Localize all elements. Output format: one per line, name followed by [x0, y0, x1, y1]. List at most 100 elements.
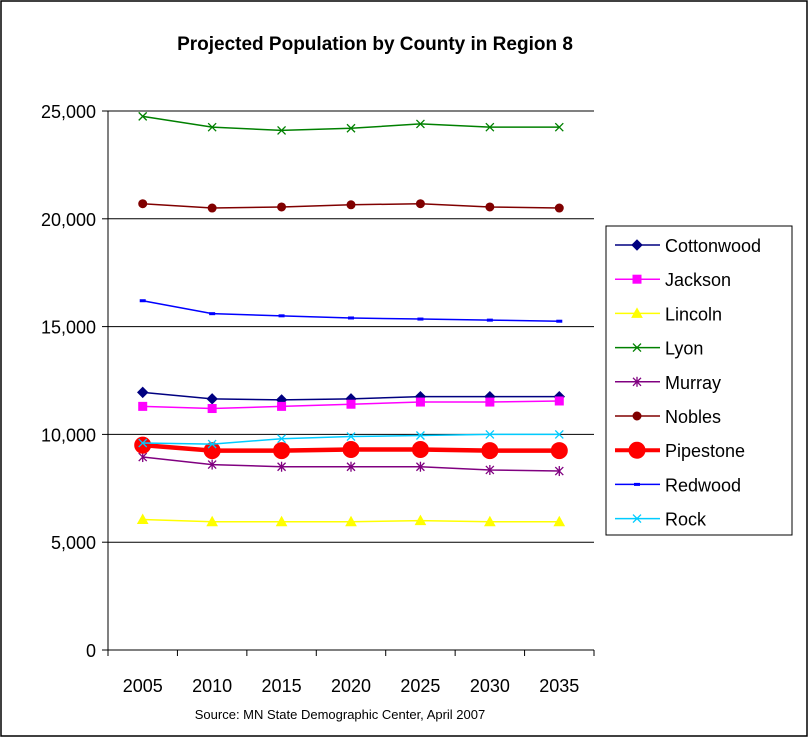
marker-stroke: [207, 439, 217, 449]
chart-title: Projected Population by County in Region…: [177, 34, 573, 55]
x-tick-label: 2025: [400, 676, 440, 696]
legend-marker: [631, 239, 643, 251]
data-point: [342, 440, 360, 458]
legend-label: Nobles: [665, 407, 721, 427]
data-point: [206, 515, 218, 527]
data-point: [485, 122, 495, 132]
data-point: [415, 461, 425, 472]
data-point: [139, 299, 146, 303]
data-point: [138, 452, 148, 463]
x-tick-label: 2010: [192, 676, 232, 696]
data-point: [348, 316, 354, 320]
data-point: [554, 122, 564, 132]
data-point: [138, 111, 148, 121]
marker-stroke: [138, 111, 148, 121]
plot-area: 0 5,000 10,000 15,000 20,000 25,000 2005 2010 20…: [41, 102, 595, 696]
legend-marker: [632, 343, 642, 353]
legend-marker: [634, 482, 640, 486]
marker-stroke: [207, 122, 217, 132]
data-point: [415, 119, 425, 129]
data-point: [277, 434, 287, 444]
data-point: [485, 397, 495, 407]
legend-label: Murray: [665, 373, 721, 393]
data-point: [134, 436, 152, 454]
marker-stroke: [138, 438, 148, 448]
series-lyon: [138, 111, 564, 135]
data-point: [273, 442, 291, 460]
data-point: [346, 399, 356, 409]
data-point: [553, 515, 566, 527]
data-point: [346, 461, 356, 472]
x-tick-label: 2015: [262, 676, 302, 696]
data-point: [203, 442, 221, 460]
series-jackson: [138, 396, 564, 414]
legend-entry-murray: Murray: [615, 373, 721, 393]
data-point: [481, 442, 499, 460]
data-point: [277, 202, 287, 212]
data-point: [138, 438, 148, 448]
series-rock: [138, 429, 564, 449]
legend-entry-pipestone: Pipestone: [615, 441, 745, 461]
data-point: [275, 515, 288, 527]
legend: Cottonwood Jackson Lincoln Lyon Murray Nobles…: [605, 225, 793, 536]
legend-marker: [632, 411, 642, 421]
data-point: [138, 401, 148, 411]
x-tick-label: 2030: [470, 676, 510, 696]
marker-stroke: [632, 514, 642, 524]
legend-label: Pipestone: [665, 441, 745, 461]
y-tick-label: 0: [86, 641, 96, 661]
marker-stroke: [346, 432, 356, 442]
data-point: [345, 515, 357, 527]
data-point: [206, 393, 218, 405]
series-murray: [138, 452, 564, 477]
data-point: [415, 397, 425, 407]
legend-entry-nobles: Nobles: [615, 407, 721, 427]
data-point: [136, 513, 149, 525]
data-point: [485, 202, 495, 212]
data-point: [277, 125, 287, 135]
data-point: [207, 404, 217, 414]
legend-marker: [632, 274, 642, 284]
marker-stroke: [485, 122, 495, 132]
x-tick-label: 2005: [123, 676, 163, 696]
legend-label: Rock: [665, 510, 707, 530]
data-point: [484, 515, 496, 527]
legend-label: Lincoln: [665, 304, 722, 324]
data-point: [486, 318, 493, 322]
x-tick-label: 2035: [539, 676, 579, 696]
legend-label: Lyon: [665, 339, 703, 359]
marker-stroke: [632, 343, 642, 353]
source-note: Source: MN State Demographic Center, Apr…: [195, 707, 485, 722]
data-point: [415, 199, 425, 209]
y-tick-label: 15,000: [41, 318, 96, 338]
data-point: [554, 429, 564, 439]
data-point: [138, 199, 148, 209]
legend-entry-redwood: Redwood: [615, 475, 741, 495]
y-tick-label: 25,000: [41, 102, 96, 122]
data-point: [554, 466, 564, 477]
marker-stroke: [554, 122, 564, 132]
data-point: [485, 429, 495, 439]
legend-marker: [632, 376, 642, 387]
data-point: [554, 396, 564, 406]
legend-label: Jackson: [665, 270, 731, 290]
data-point: [278, 314, 285, 318]
data-point: [277, 401, 287, 411]
data-point: [415, 431, 425, 440]
y-tick-label: 5,000: [51, 533, 96, 553]
marker-stroke: [554, 429, 564, 439]
legend-label: Redwood: [665, 475, 741, 495]
series-nobles: [138, 199, 564, 213]
data-point: [209, 312, 216, 316]
data-point: [346, 432, 356, 442]
x-tick-label: 2020: [331, 676, 371, 696]
legend-marker: [632, 514, 642, 524]
legend-entry-lincoln: Lincoln: [615, 304, 722, 324]
data-point: [207, 459, 217, 470]
legend-marker: [631, 307, 643, 318]
data-point: [207, 122, 217, 132]
data-point: [411, 440, 429, 458]
legend-entry-jackson: Jackson: [615, 270, 731, 290]
data-point: [277, 461, 287, 472]
